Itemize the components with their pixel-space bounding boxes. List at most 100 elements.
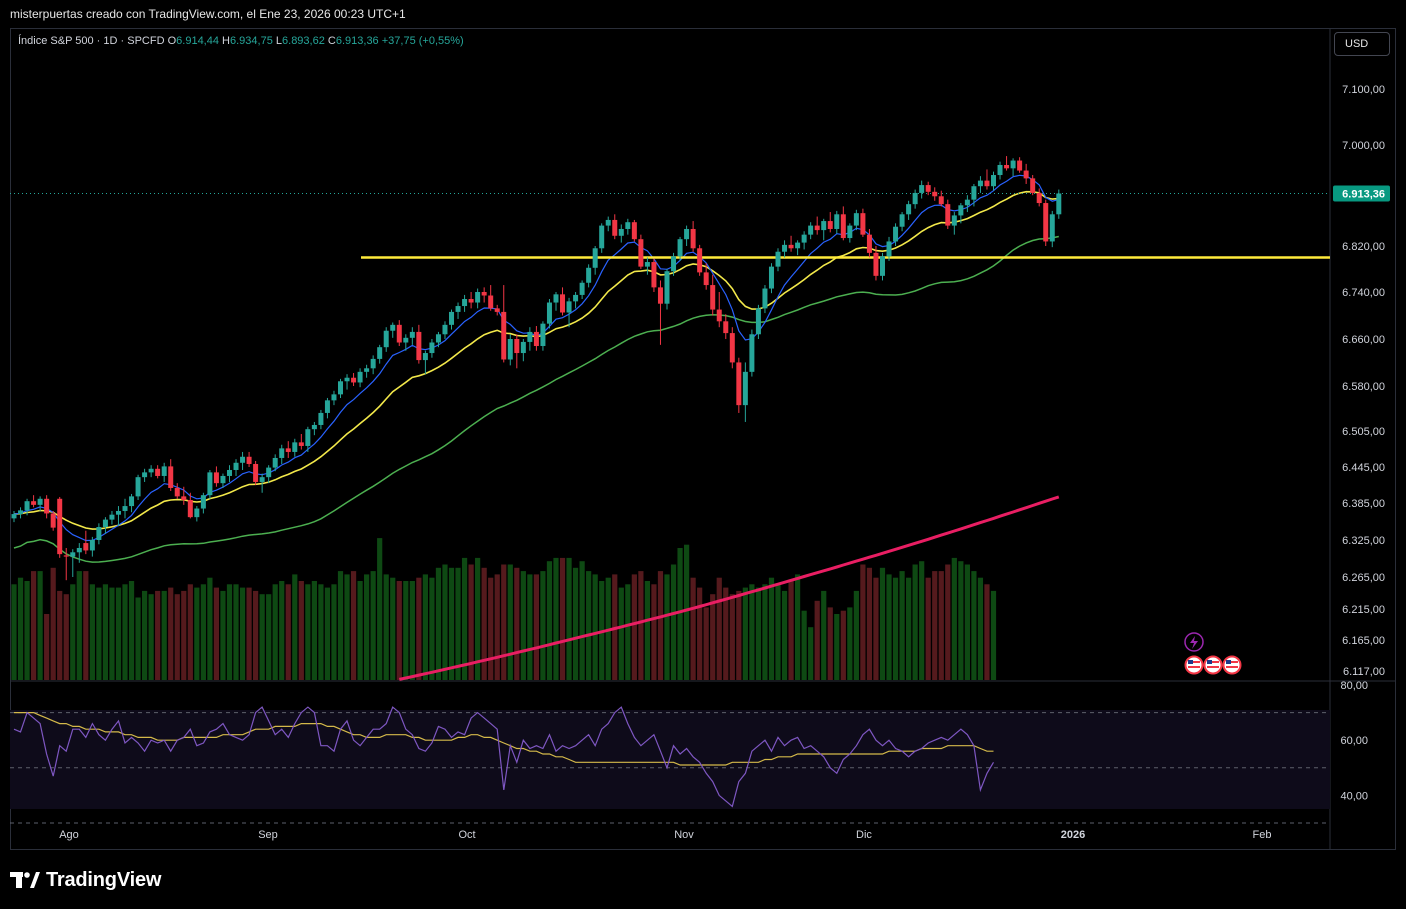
candle-body[interactable] [377, 347, 383, 359]
candle-body[interactable] [129, 496, 135, 507]
candle-body[interactable] [631, 222, 637, 240]
candle-body[interactable] [37, 498, 43, 505]
candle-body[interactable] [403, 337, 409, 343]
candle-body[interactable] [462, 299, 468, 307]
candle-body[interactable] [240, 456, 246, 463]
candle-body[interactable] [657, 287, 663, 304]
candle-body[interactable] [233, 462, 239, 470]
candle-body[interactable] [390, 324, 396, 331]
candle-body[interactable] [690, 228, 696, 249]
candle-body[interactable] [618, 228, 624, 236]
candle-body[interactable] [416, 331, 422, 361]
candle-body[interactable] [579, 282, 585, 295]
candle-body[interactable] [840, 214, 846, 239]
candle-body[interactable] [664, 271, 670, 304]
currency-button[interactable]: USD [1334, 32, 1390, 56]
candle-body[interactable] [213, 472, 219, 484]
candle-body[interactable] [605, 219, 611, 226]
candle-body[interactable] [814, 225, 820, 231]
candle-body[interactable] [31, 501, 37, 505]
candle-body[interactable] [514, 339, 520, 354]
candle-body[interactable] [873, 252, 879, 276]
candle-body[interactable] [847, 225, 853, 239]
candle-body[interactable] [383, 330, 389, 348]
candle-body[interactable] [592, 248, 598, 268]
candle-body[interactable] [742, 371, 748, 406]
candle-body[interactable] [958, 205, 964, 216]
candle-body[interactable] [697, 248, 703, 273]
candle-body[interactable] [396, 324, 402, 343]
candle-body[interactable] [292, 442, 298, 452]
candle-body[interactable] [429, 342, 435, 354]
candle-body[interactable] [449, 311, 455, 325]
candle-body[interactable] [723, 321, 729, 334]
candle-body[interactable] [762, 288, 768, 309]
candle-body[interactable] [122, 506, 128, 511]
candle-body[interactable] [1056, 193, 1062, 215]
candle-body[interactable] [834, 214, 840, 229]
candle-body[interactable] [259, 477, 265, 482]
candle-body[interactable] [370, 358, 376, 369]
candle-body[interactable] [181, 496, 187, 500]
candle-body[interactable] [331, 394, 337, 401]
candle-body[interactable] [684, 228, 690, 240]
candle-body[interactable] [821, 221, 827, 231]
candle-body[interactable] [971, 186, 977, 200]
candle-body[interactable] [168, 466, 174, 488]
candle-body[interactable] [1004, 164, 1010, 169]
candle-body[interactable] [468, 299, 474, 303]
candle-body[interactable] [1049, 214, 1055, 242]
candle-body[interactable] [351, 377, 357, 383]
candle-body[interactable] [755, 308, 761, 335]
candle-body[interactable] [83, 543, 89, 551]
candle-body[interactable] [775, 251, 781, 267]
candle-body[interactable] [70, 552, 76, 557]
candle-body[interactable] [566, 301, 572, 313]
candle-body[interactable] [893, 226, 899, 242]
candle-body[interactable] [44, 498, 50, 514]
candle-body[interactable] [89, 540, 95, 551]
candle-body[interactable] [18, 510, 24, 515]
candle-body[interactable] [194, 508, 200, 518]
candle-body[interactable] [344, 377, 350, 382]
news-icon[interactable] [1184, 632, 1204, 652]
candle-body[interactable] [63, 555, 69, 557]
candle-body[interactable] [357, 371, 363, 383]
candle-body[interactable] [279, 448, 285, 458]
candle-body[interactable] [710, 285, 716, 310]
us-flag-icon[interactable] [1184, 655, 1204, 675]
candle-body[interactable] [1023, 170, 1029, 179]
candle-body[interactable] [311, 424, 317, 430]
candle-body[interactable] [253, 463, 259, 482]
candle-body[interactable] [305, 429, 311, 446]
candle-body[interactable] [50, 513, 56, 528]
us-flag-icon[interactable] [1203, 655, 1223, 675]
candle-body[interactable] [1043, 203, 1049, 242]
candle-body[interactable] [494, 308, 500, 312]
candle-body[interactable] [729, 333, 735, 363]
candle-body[interactable] [899, 214, 905, 227]
candle-body[interactable] [651, 262, 657, 288]
candle-body[interactable] [782, 244, 788, 252]
candle-body[interactable] [488, 295, 494, 309]
candle-body[interactable] [174, 487, 180, 497]
candle-body[interactable] [677, 239, 683, 257]
candle-body[interactable] [997, 164, 1003, 176]
candle-body[interactable] [964, 199, 970, 206]
candle-body[interactable] [442, 324, 448, 335]
candle-body[interactable] [409, 331, 415, 338]
candle-body[interactable] [644, 262, 650, 267]
candle-body[interactable] [912, 192, 918, 205]
candle-body[interactable] [703, 272, 709, 286]
candle-body[interactable] [187, 499, 193, 518]
candle-body[interactable] [560, 294, 566, 313]
candle-body[interactable] [422, 353, 428, 361]
candle-body[interactable] [161, 466, 167, 476]
candle-body[interactable] [200, 495, 206, 509]
candle-body[interactable] [573, 294, 579, 302]
candle-body[interactable] [266, 467, 272, 478]
candle-body[interactable] [501, 311, 507, 360]
candle-body[interactable] [1010, 160, 1016, 169]
candle-body[interactable] [481, 292, 487, 296]
candle-body[interactable] [364, 368, 370, 372]
